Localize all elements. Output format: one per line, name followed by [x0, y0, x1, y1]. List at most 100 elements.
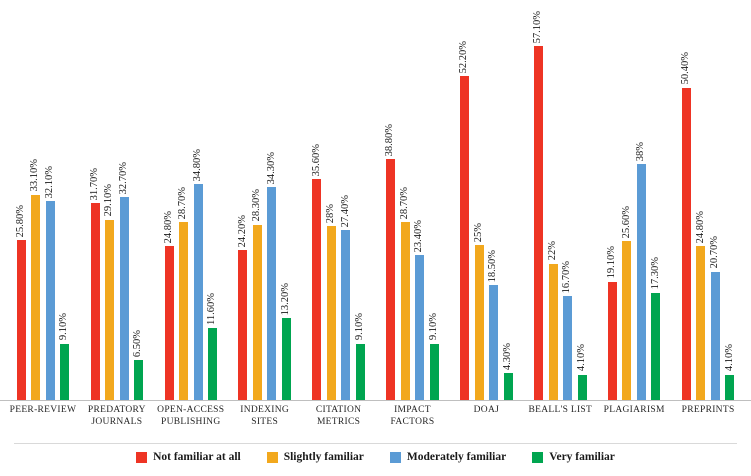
bar [326, 226, 336, 400]
bar [31, 194, 41, 400]
bar [577, 374, 587, 400]
bar [400, 222, 410, 400]
bar-value-label: 22% [546, 241, 558, 261]
bar [105, 219, 115, 400]
category-label: PREPRINTS [681, 405, 735, 415]
bar-unit: 16.70% [561, 261, 573, 400]
bar-value-label: 13.20% [280, 282, 292, 316]
category-label: IMPACT FACTORS [390, 405, 435, 427]
bar-value-label: 34.80% [191, 148, 203, 182]
bar-unit: 25.80% [14, 204, 27, 400]
bar-value-label: 38% [635, 142, 647, 162]
bar-unit: 25.60% [620, 205, 633, 400]
bar-value-label: 28% [325, 204, 337, 224]
bar [267, 187, 277, 400]
legend-swatch [136, 451, 148, 463]
bar-value-label: 50.40% [680, 52, 692, 85]
bar [355, 343, 365, 400]
bar-value-label: 35.60% [310, 143, 322, 177]
bar-unit: 4.10% [724, 344, 736, 400]
bar [681, 87, 691, 400]
bar-value-label: 32.10% [43, 165, 55, 198]
bar-unit: 13.20% [280, 282, 292, 400]
bar-unit: 28.30% [251, 189, 263, 400]
bar-group: 19.10% 25.60% 38% 17.30% [597, 142, 671, 400]
bar [415, 254, 425, 400]
bar-value-label: 6.50% [132, 329, 144, 357]
bar [607, 281, 617, 400]
bar [636, 164, 646, 400]
bar-value-label: 4.30% [501, 343, 513, 371]
bar-unit: 38.80% [384, 124, 396, 400]
bar-unit: 11.60% [206, 293, 218, 400]
bar-unit: 24.20% [237, 215, 249, 400]
legend-label: Very familiar [549, 451, 615, 463]
bar-value-label: 25.60% [620, 205, 632, 239]
category-label: BEALL'S LIST [528, 405, 593, 415]
legend-item: Not familiar at all [136, 451, 241, 463]
bar-unit: 32.70% [117, 161, 130, 400]
bar-value-label: 28.70% [398, 186, 410, 220]
bar [651, 292, 661, 400]
bar-unit: 28% [325, 204, 337, 400]
bar-value-label: 24.80% [162, 210, 174, 244]
bar [60, 343, 70, 400]
bar [474, 245, 484, 400]
bar [563, 296, 573, 400]
bar-unit: 9.10% [354, 313, 366, 400]
bar-value-label: 23.40% [413, 219, 425, 252]
category-label: PLAGIARISM [603, 405, 665, 415]
bar [164, 246, 174, 400]
bar [134, 359, 144, 400]
bar-unit: 32.10% [43, 165, 56, 400]
legend-label: Not familiar at all [153, 451, 241, 463]
bar-group: 31.70% 29.10% 32.70% 6.50% [80, 162, 154, 400]
bar [503, 373, 513, 400]
bar-unit: 52.20% [458, 41, 470, 400]
bar [252, 224, 262, 400]
category-label: OPEN-ACCESS PUBLISHING [157, 405, 225, 427]
bar [312, 179, 322, 400]
legend-swatch [532, 451, 544, 463]
bar-unit: 50.40% [680, 52, 692, 400]
bar-unit: 24.80% [695, 211, 707, 400]
bar-unit: 4.10% [576, 344, 588, 400]
bar-value-label: 28.70% [177, 186, 189, 220]
bar [622, 241, 632, 400]
category-label: INDEXING SITES [240, 405, 290, 427]
legend: Not familiar at all Slightly familiar Mode… [14, 443, 737, 463]
bar-value-label: 31.70% [88, 168, 100, 201]
bar-value-label: 28.30% [251, 189, 263, 222]
bar-value-label: 25.80% [14, 204, 26, 238]
bar-value-label: 57.10% [532, 10, 544, 43]
legend-item: Moderately familiar [389, 451, 506, 463]
bar-unit: 19.10% [606, 246, 618, 400]
bar-unit: 34.80% [191, 148, 204, 400]
bar-value-label: 52.20% [458, 41, 470, 74]
category-label: CITATION METRICS [315, 405, 362, 427]
bar-value-label: 32.70% [117, 161, 129, 195]
bar [460, 76, 470, 400]
bar-unit: 20.70% [709, 236, 721, 400]
bar-unit: 38% [635, 142, 647, 400]
legend-label: Slightly familiar [283, 451, 364, 463]
bar-unit: 33.10% [29, 159, 41, 400]
bar-unit: 9.10% [58, 313, 70, 400]
bar [208, 328, 218, 400]
bar-value-label: 34.30% [265, 151, 277, 185]
bar-value-label: 27.40% [339, 194, 351, 228]
bar-value-label: 20.70% [709, 236, 721, 269]
bar [534, 45, 544, 400]
bar [238, 249, 248, 400]
bar [725, 374, 735, 400]
bar-value-label: 29.10% [103, 184, 115, 217]
bar-group: 50.40% 24.80% 20.70% 4.10% [671, 52, 745, 400]
bar-group: 24.20% 28.30% 34.30% 13.20% [228, 152, 302, 400]
bar-group: 38.80% 28.70% 23.40% 9.10% [376, 124, 450, 400]
bar [193, 184, 203, 400]
bar-unit: 34.30% [265, 151, 278, 400]
bar-unit: 25% [472, 222, 485, 400]
bar-value-label: 33.10% [29, 159, 41, 192]
category-label: PREDATORY JOURNALS [87, 405, 146, 427]
bar-value-label: 25% [472, 222, 484, 242]
